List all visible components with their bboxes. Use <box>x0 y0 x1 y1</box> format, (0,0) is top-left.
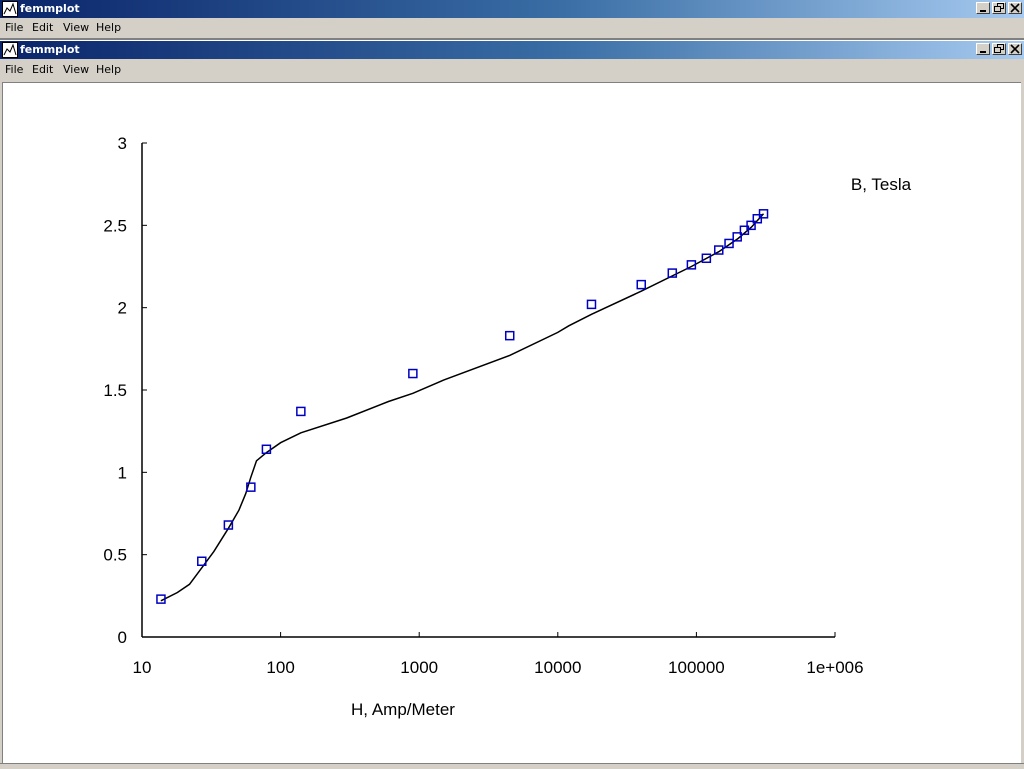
y-tick-label: 0.5 <box>103 546 127 565</box>
y-tick-label: 2 <box>118 299 127 318</box>
outer-close-button[interactable] <box>1008 2 1022 14</box>
restore-icon <box>994 44 1004 53</box>
x-tick-label: 1e+006 <box>806 658 863 677</box>
data-point-marker <box>223 520 234 530</box>
outer-menu-file[interactable]: File <box>5 21 24 34</box>
outer-menu-edit[interactable]: Edit <box>32 21 54 34</box>
data-point-marker <box>686 260 697 270</box>
plot-canvas: 0 0.5 1 1.5 2 2.5 3 10 100 1000 10000 100000 1e+006 H… <box>2 82 1021 764</box>
status-strip <box>0 763 1024 769</box>
data-point-marker <box>156 594 166 604</box>
data-point-marker <box>732 232 742 242</box>
data-point-marker <box>408 368 418 379</box>
inner-titlebar[interactable]: femmplot <box>0 41 1024 59</box>
data-point-marker <box>246 482 256 492</box>
data-point-marker <box>261 444 272 455</box>
x-tick-label: 10000 <box>534 658 581 677</box>
data-point-marker <box>724 238 734 249</box>
close-icon <box>1010 3 1020 13</box>
inner-menu-view[interactable]: View <box>63 63 90 76</box>
data-point-marker <box>701 253 712 264</box>
y-tick-label: 1 <box>118 463 127 482</box>
outer-separator <box>0 38 1024 41</box>
inner-menu-file[interactable]: File <box>5 63 24 76</box>
y-tick-label: 1.5 <box>103 381 127 400</box>
x-tick-label: 1000 <box>400 658 438 677</box>
outer-menubar: File Edit View Help <box>0 18 1024 38</box>
femm-app-icon <box>2 1 18 17</box>
data-point-marker <box>586 299 597 310</box>
data-point-marker <box>636 279 646 290</box>
x-axis-label: H, Amp/Meter <box>351 700 455 719</box>
outer-menu-help[interactable]: Help <box>96 21 122 34</box>
inner-close-button[interactable] <box>1008 43 1022 55</box>
minimize-icon <box>980 51 986 53</box>
data-point-marker <box>667 268 678 278</box>
data-point-marker <box>758 209 769 219</box>
data-point-marker <box>746 220 756 231</box>
data-point-marker <box>504 330 515 341</box>
x-tick-label: 10 <box>133 658 152 677</box>
restore-icon <box>994 3 1004 12</box>
inner-menu-help[interactable]: Help <box>96 63 122 76</box>
data-point-marker <box>714 245 724 255</box>
inner-restore-button[interactable] <box>992 43 1006 55</box>
outer-restore-button[interactable] <box>992 2 1006 14</box>
inner-menu-edit[interactable]: Edit <box>32 63 54 76</box>
bh-curve-chart: 0 0.5 1 1.5 2 2.5 3 10 100 1000 10000 100000 1e+006 H… <box>103 134 912 719</box>
minimize-icon <box>980 10 986 12</box>
outer-window-title: femmplot <box>20 2 80 15</box>
femm-app-icon <box>2 42 18 58</box>
inner-window-title: femmplot <box>20 43 80 56</box>
data-point-marker <box>739 225 750 236</box>
y-axis-label: B, Tesla <box>851 175 912 194</box>
outer-titlebar[interactable]: femmplot <box>0 0 1024 18</box>
y-tick-label: 3 <box>118 134 127 153</box>
x-tick-label: 100000 <box>668 658 725 677</box>
outer-menu-view[interactable]: View <box>63 21 90 34</box>
close-icon <box>1010 44 1020 54</box>
inner-menubar: File Edit View Help <box>0 60 1024 80</box>
data-point-marker <box>752 213 763 224</box>
inner-minimize-button[interactable] <box>976 43 990 55</box>
y-tick-label: 0 <box>118 628 127 647</box>
outer-minimize-button[interactable] <box>976 2 990 14</box>
data-point-marker <box>197 556 207 567</box>
data-point-marker <box>296 406 306 417</box>
x-tick-label: 100 <box>266 658 294 677</box>
fitted-curve-line <box>160 213 765 602</box>
y-tick-label: 2.5 <box>103 216 127 235</box>
